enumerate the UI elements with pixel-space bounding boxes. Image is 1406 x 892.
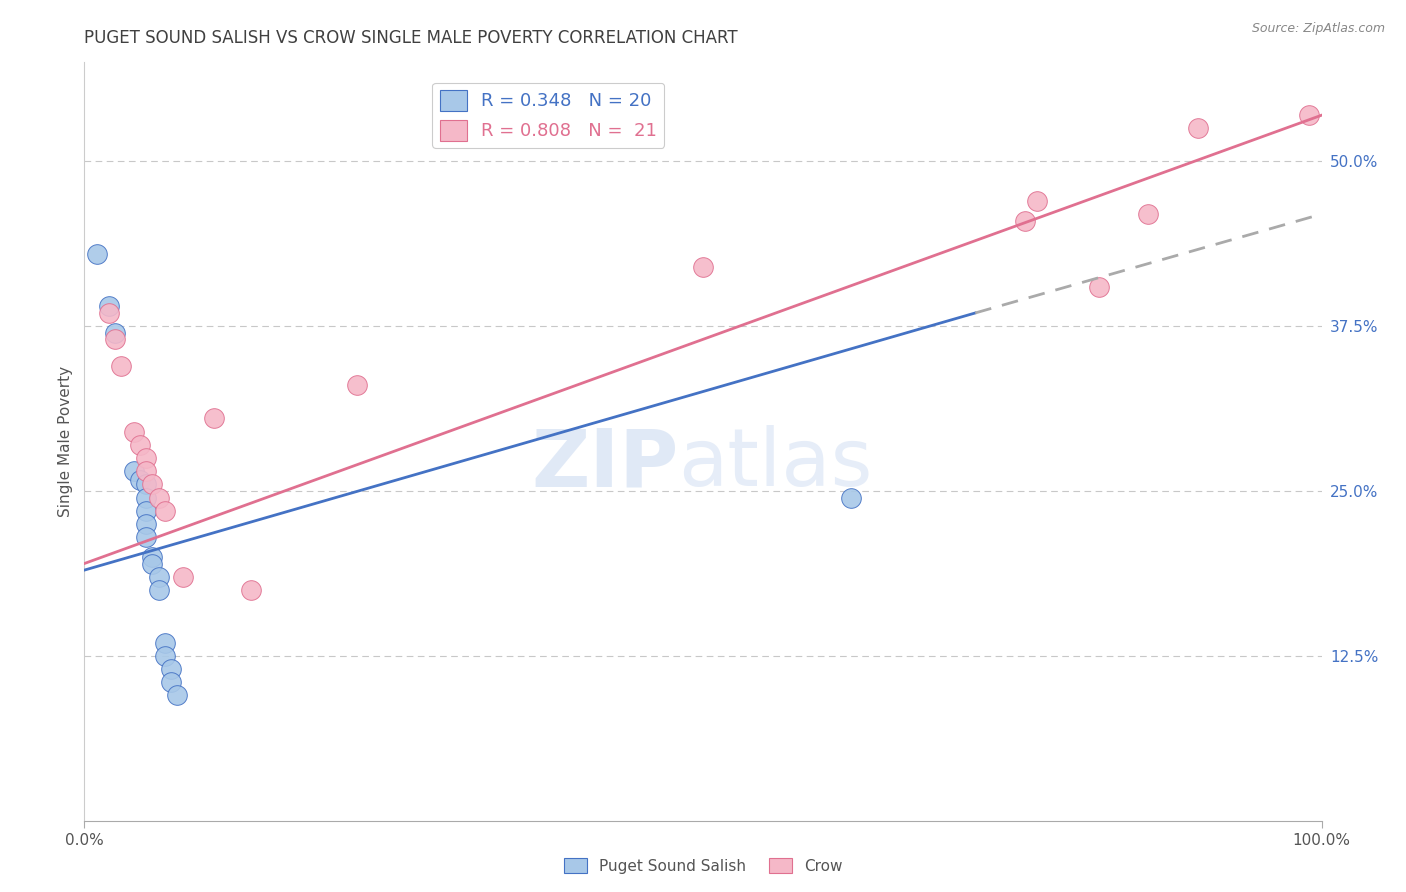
Point (1298, 108, 1320, 122)
Point (240, 582, 263, 597)
Point (841, 491, 863, 505)
Point (1187, 121, 1209, 136)
Point (98, 306, 121, 320)
Point (1137, 207, 1160, 221)
Point (160, 662, 183, 676)
Point (135, 530, 157, 544)
Point (1014, 213, 1036, 227)
Point (86, 246, 108, 260)
Point (135, 516, 157, 531)
Point (122, 425, 145, 439)
Point (141, 477, 163, 491)
Text: ZIP: ZIP (531, 425, 678, 503)
Point (104, 326, 127, 340)
Point (135, 504, 157, 518)
Point (135, 477, 157, 491)
Y-axis label: Single Male Poverty: Single Male Poverty (58, 366, 73, 517)
Point (129, 438, 152, 452)
Point (1088, 279, 1111, 293)
Point (153, 635, 176, 649)
Point (135, 491, 157, 505)
Text: atlas: atlas (678, 425, 873, 503)
Point (135, 450, 157, 465)
Point (104, 332, 127, 346)
Point (141, 557, 163, 571)
Point (122, 464, 145, 478)
Legend: R = 0.348   N = 20, R = 0.808   N =  21: R = 0.348 N = 20, R = 0.808 N = 21 (433, 83, 664, 148)
Point (148, 491, 170, 505)
Point (110, 359, 132, 373)
Point (148, 570, 170, 584)
Point (129, 474, 152, 488)
Point (148, 582, 170, 597)
Point (98, 299, 121, 313)
Point (692, 260, 714, 274)
Point (346, 378, 368, 392)
Point (141, 549, 163, 564)
Point (1026, 194, 1049, 208)
Point (160, 675, 183, 690)
Point (135, 464, 157, 478)
Point (166, 689, 188, 703)
Point (153, 504, 176, 518)
Legend: Puget Sound Salish, Crow: Puget Sound Salish, Crow (558, 852, 848, 880)
Text: PUGET SOUND SALISH VS CROW SINGLE MALE POVERTY CORRELATION CHART: PUGET SOUND SALISH VS CROW SINGLE MALE P… (84, 29, 738, 47)
Point (202, 411, 225, 425)
Text: Source: ZipAtlas.com: Source: ZipAtlas.com (1251, 22, 1385, 36)
Point (153, 648, 176, 663)
Point (172, 570, 194, 584)
